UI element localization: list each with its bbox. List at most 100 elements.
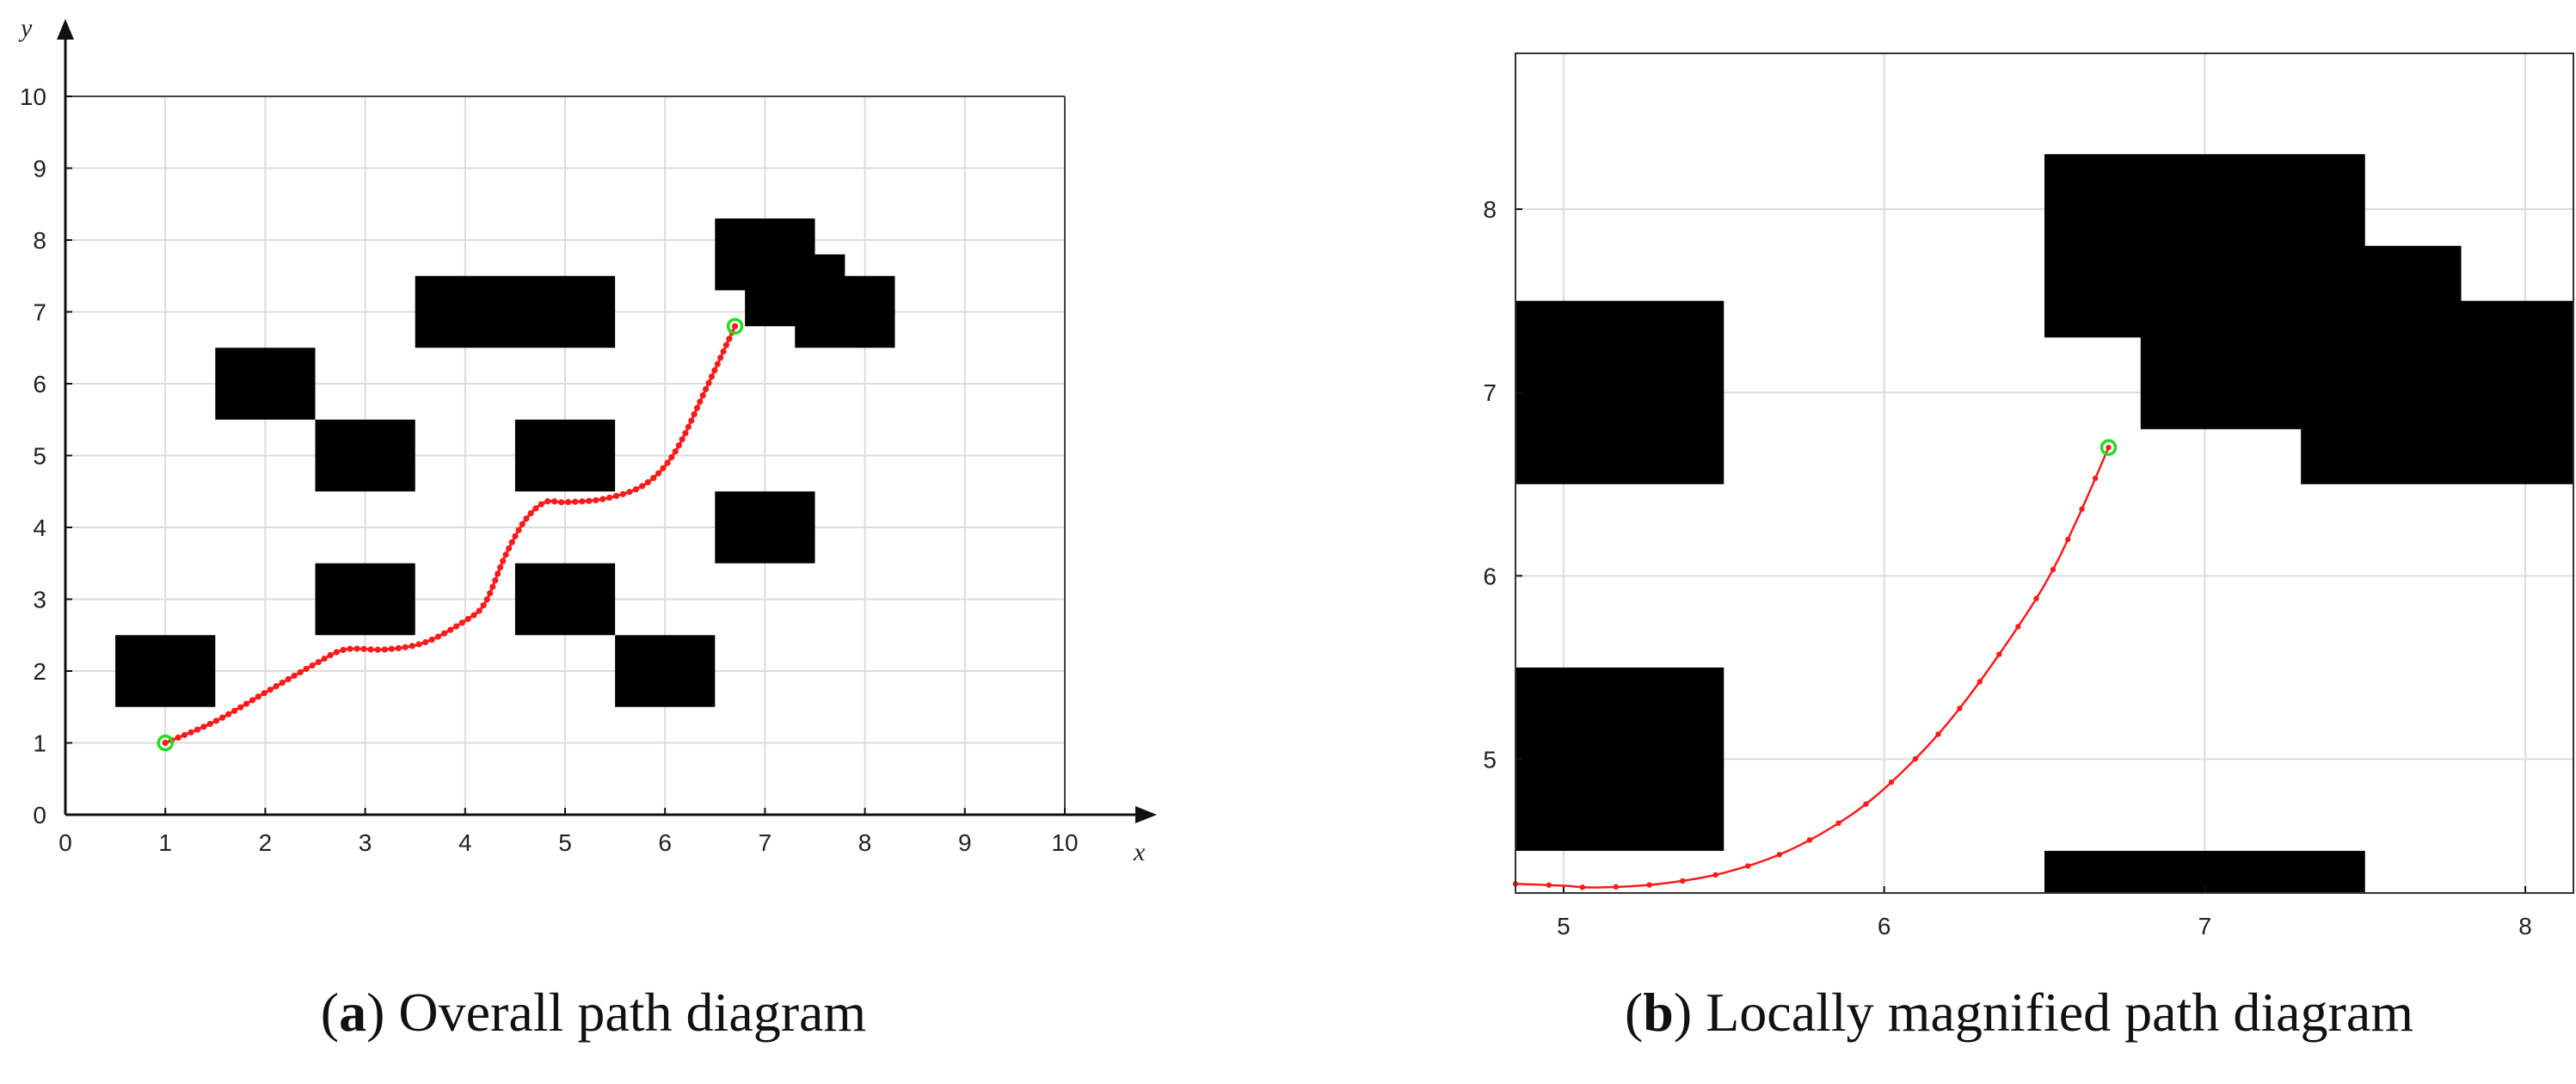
y-axis-label: y [18,14,33,42]
path-point [703,385,710,392]
path-point [315,659,322,666]
path-point [644,479,651,486]
obstacle-3 [215,348,316,420]
path-point [2065,536,2071,543]
path-point [255,693,261,700]
path-point [551,498,558,505]
obstacle-4 [315,419,415,492]
path-point [2079,506,2085,512]
obstacle-9 [715,491,815,564]
obstacle-1 [115,635,216,707]
path-point [395,644,402,652]
y-axis-arrow [57,19,74,40]
path-point [224,711,232,718]
path-point [1680,878,1686,884]
path-point [1912,755,1919,762]
path-point [2092,475,2099,482]
path-point [495,570,501,577]
path-point [464,615,471,623]
path-point [688,417,695,424]
panel-magnified-path: 5 6 7 8 5 6 7 8 (b) Locally magnified path diag… [1462,0,2576,1084]
path-point [480,602,487,609]
path-point [612,492,620,500]
magnified-path-chart: 5 6 7 8 5 6 7 8 [1483,52,2574,939]
path-point [367,646,374,653]
path-point [446,626,454,633]
path-point [218,714,226,721]
path-point [243,700,250,707]
path-point [428,636,435,644]
obstacle-6 [514,419,616,492]
y-tick-label-10: 10 [20,83,46,110]
path-point [682,429,689,437]
y-tick-label-5: 5 [33,443,46,470]
path-point [1935,731,1941,737]
path-point [717,354,724,361]
path-point [1863,801,1869,807]
path-point [1579,884,1586,890]
path-point [699,392,706,399]
caption-letter-a: a [339,982,367,1043]
path-point [720,348,727,355]
caption-text-a: Overall path diagram [398,982,867,1043]
path-point [638,483,646,490]
x-tick-label-4: 4 [458,829,472,856]
path-point [297,668,304,676]
path-point [714,360,721,367]
path-point [188,729,194,736]
path-point [512,533,519,539]
path-point [381,646,388,653]
path-point [434,633,442,640]
x-tick-label-6: 6 [658,829,672,856]
path-point [508,539,515,545]
path-point [440,630,448,637]
overall-path-chart: 0 1 2 3 4 5 6 7 8 9 10 0 1 2 3 4 5 6 7 8 9 10 x y [18,14,1157,866]
path-point [668,453,675,461]
y-tick-label-2: 2 [33,658,46,685]
path-point [1835,820,1841,826]
obstacle-2 [1515,667,1725,851]
path-point [374,646,381,653]
path-point [285,675,292,683]
y-tick-label-6: 6 [33,371,46,397]
path-point [206,720,213,728]
panel-overall-path: 0 1 2 3 4 5 6 7 8 9 10 0 1 2 3 4 5 6 7 8 9 10 x y (a) Overall p… [0,0,1221,1084]
path-point [303,665,310,673]
path-point [291,672,298,680]
path-point [558,499,565,506]
y-tick-label-7: 7 [33,299,46,326]
path-point [572,498,579,505]
path-point [181,731,188,738]
x-tick-label-8: 8 [2518,913,2532,939]
path-point [506,545,513,552]
x-axis-arrow [1135,806,1157,823]
path-point [711,366,718,374]
path-point [1957,705,1963,711]
path-point [470,612,477,619]
path-point [538,501,544,508]
path-point [1613,884,1619,890]
x-tick-label-7: 7 [759,829,772,856]
path-point [261,690,267,697]
path-point [273,683,280,690]
path-point [672,448,679,455]
path-point [415,641,422,648]
path-point [321,655,328,662]
path-point [309,662,316,669]
path-point [388,645,395,652]
path-point [231,707,238,714]
obstacle-3 [2044,850,2365,893]
path-point [502,551,509,558]
path-point [1646,882,1652,888]
path-point [200,724,207,730]
obstacle-7 [514,563,616,636]
path-point [708,373,716,380]
path-point [492,576,499,584]
path-point [483,596,490,603]
path-point [422,638,429,646]
path-point [354,645,360,652]
obstacle-2 [315,563,415,636]
path-point [162,739,169,747]
x-tick-label-0: 0 [58,829,72,856]
path-point [452,623,460,630]
